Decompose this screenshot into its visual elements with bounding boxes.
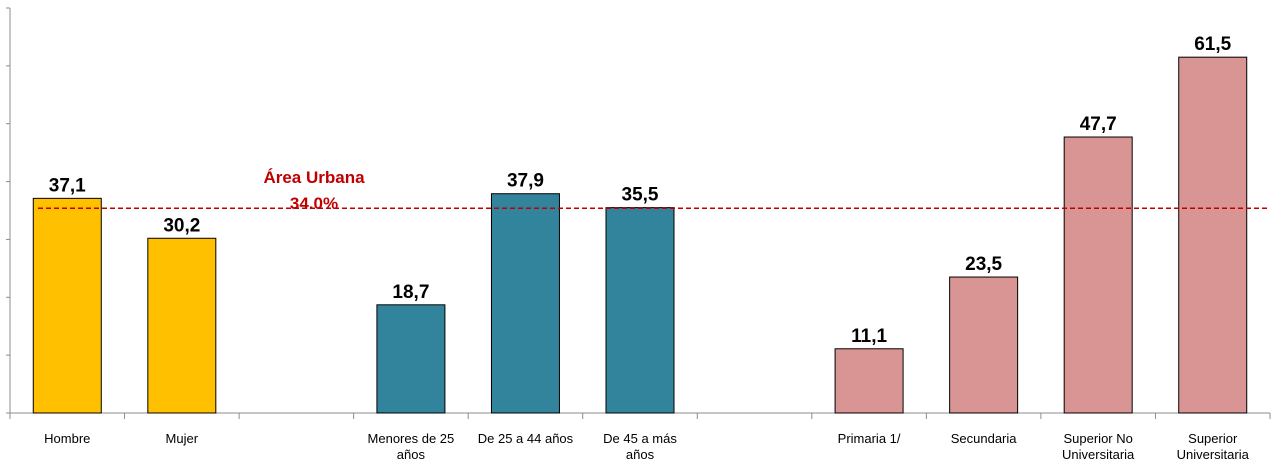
reference-line-group: Área Urbana 34.0% [38, 168, 1270, 213]
x-tick-label: Superior [1188, 431, 1238, 446]
x-tick-label: años [626, 447, 655, 462]
x-tick-label: Primaria 1/ [838, 431, 901, 446]
x-tick-label: Universitaria [1062, 447, 1135, 462]
bar [949, 276, 1019, 414]
bar [376, 304, 446, 414]
chart-bars [32, 56, 1248, 414]
bar-value-label: 11,1 [851, 326, 887, 347]
reference-label-value: 34.0% [290, 194, 338, 213]
bar-value-label: 30,2 [163, 215, 200, 236]
bar [834, 348, 904, 414]
x-tick-label: Mujer [166, 431, 199, 446]
x-tick-label: Secundaria [951, 431, 1018, 446]
x-tick-label: años [397, 447, 426, 462]
bar [1178, 56, 1248, 414]
bar-value-label: 18,7 [392, 282, 429, 303]
x-tick-label: De 45 a más [603, 431, 677, 446]
reference-label-title: Área Urbana [263, 168, 365, 187]
bar [147, 237, 217, 414]
bar [605, 207, 675, 414]
bar-value-label: 23,5 [965, 254, 1002, 275]
bar-value-label: 37,1 [49, 175, 86, 196]
bar [490, 193, 560, 414]
x-tick-label: Hombre [44, 431, 90, 446]
x-tick-label: De 25 a 44 años [478, 431, 574, 446]
bar-value-label: 47,7 [1080, 114, 1117, 135]
bar [1063, 136, 1133, 414]
bar-value-label: 61,5 [1194, 34, 1231, 55]
bar-value-label: 35,5 [622, 185, 659, 206]
x-tick-label: Menores de 25 [368, 431, 455, 446]
bar-value-label: 37,9 [507, 171, 544, 192]
bar [32, 197, 102, 414]
x-tick-label: Superior No [1063, 431, 1132, 446]
x-tick-label: Universitaria [1177, 447, 1250, 462]
